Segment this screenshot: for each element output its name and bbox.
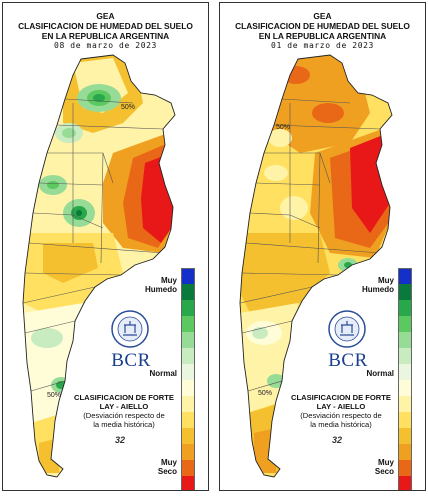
legend-dry-label: Muy Seco	[374, 458, 394, 476]
org-title: GEA	[313, 11, 332, 21]
legend-swatch	[181, 268, 195, 284]
map-title-line1: CLASIFICACION DE HUMEDAD DEL SUELO	[18, 21, 193, 31]
legend-swatch	[181, 316, 195, 332]
legend-swatch	[398, 396, 412, 412]
legend-swatch	[398, 268, 412, 284]
soil-moisture-panel-left: 50% 50% GEA CLASIFICACION DE HUMEDAD DEL…	[2, 2, 209, 491]
panel-header: GEA CLASIFICACION DE HUMEDAD DEL SUELO E…	[3, 11, 208, 51]
legend-wet-label: Muy Humedo	[145, 276, 177, 294]
legend-swatch	[398, 444, 412, 460]
methodology-note: CLASIFICACION DE FORTE LAY - AIELLO (Des…	[286, 393, 396, 429]
legend-swatch	[181, 412, 195, 428]
legend-swatch	[398, 284, 412, 300]
contour-label: 50%	[276, 124, 290, 131]
methodology-title: CLASIFICACION DE FORTE LAY - AIELLO	[291, 393, 391, 411]
legend-scale	[398, 268, 412, 490]
legend-swatch	[181, 460, 195, 476]
map-title-line1: CLASIFICACION DE HUMEDAD DEL SUELO	[235, 21, 410, 31]
legend-swatch	[398, 380, 412, 396]
org-title: GEA	[96, 11, 115, 21]
legend-swatch	[398, 460, 412, 476]
legend-swatch	[181, 476, 195, 490]
legend-swatch	[398, 348, 412, 364]
map-date: 01 de marzo de 2023	[271, 41, 374, 50]
map-date: 08 de marzo de 2023	[54, 41, 157, 50]
legend-swatch	[398, 364, 412, 380]
legend-swatch	[398, 476, 412, 490]
methodology-line1: (Desviación respecto de	[300, 411, 382, 420]
legend-swatch	[181, 364, 195, 380]
map-title-line2: EN LA REPUBLICA ARGENTINA	[41, 31, 170, 41]
brand-mark: 32	[115, 435, 126, 445]
bcr-logo-text: BCR	[111, 350, 151, 371]
methodology-note: CLASIFICACION DE FORTE LAY - AIELLO (Des…	[69, 393, 179, 429]
methodology-line2: la media histórica)	[93, 420, 155, 429]
brand-mark: 32	[332, 435, 343, 445]
legend-swatch	[181, 396, 195, 412]
legend-swatch	[181, 428, 195, 444]
methodology-line1: (Desviación respecto de	[83, 411, 165, 420]
legend-wet-label: Muy Humedo	[362, 276, 394, 294]
legend-swatch	[181, 332, 195, 348]
legend-swatch	[398, 300, 412, 316]
bcr-seal-icon	[328, 310, 366, 348]
legend-normal-label: Normal	[366, 369, 394, 378]
methodology-line2: la media histórica)	[310, 420, 372, 429]
contour-label: 50%	[121, 104, 135, 111]
legend-swatch	[398, 332, 412, 348]
map-title-line2: EN LA REPUBLICA ARGENTINA	[258, 31, 387, 41]
legend-swatch	[181, 444, 195, 460]
soil-moisture-panel-right: 50% 50% GEA CLASIFICACION DE HUMEDAD DEL…	[219, 2, 426, 491]
legend-normal-label: Normal	[149, 369, 177, 378]
contour-label: 50%	[47, 392, 61, 399]
legend-scale	[181, 268, 195, 490]
contour-label: 50%	[258, 390, 272, 397]
legend-swatch	[181, 348, 195, 364]
argentina-moisture-map-right: 50% 50%	[239, 54, 393, 478]
legend-swatch	[398, 412, 412, 428]
legend-swatch	[398, 316, 412, 332]
legend-swatch	[181, 284, 195, 300]
panel-header: GEA CLASIFICACION DE HUMEDAD DEL SUELO E…	[220, 11, 425, 51]
bcr-logo-text: BCR	[328, 350, 368, 371]
legend-dry-label: Muy Seco	[157, 458, 177, 476]
legend-swatch	[181, 380, 195, 396]
legend-swatch	[398, 428, 412, 444]
legend-swatch	[181, 300, 195, 316]
methodology-title: CLASIFICACION DE FORTE LAY - AIELLO	[74, 393, 174, 411]
argentina-moisture-map-left: 50% 50%	[22, 54, 176, 478]
bcr-seal-icon	[111, 310, 149, 348]
